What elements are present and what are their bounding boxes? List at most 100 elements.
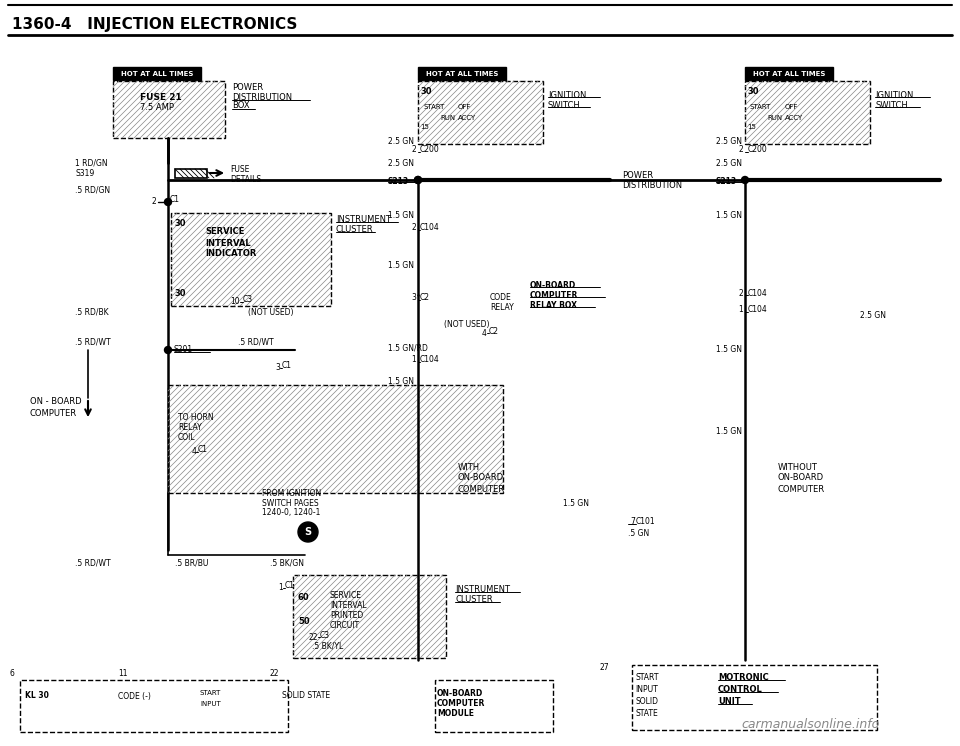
Text: POWER: POWER [232,84,263,93]
Text: ON-BOARD: ON-BOARD [530,280,576,289]
Text: 2.5 GN: 2.5 GN [388,158,414,168]
Text: carmanualsonline.info: carmanualsonline.info [742,718,880,732]
Text: 1.5 GN: 1.5 GN [716,345,742,354]
Text: INTERVAL: INTERVAL [330,601,367,609]
Text: C1: C1 [282,362,292,371]
Circle shape [415,177,421,184]
Text: CODE (-): CODE (-) [118,692,151,700]
Text: (NOT USED): (NOT USED) [248,307,294,316]
Bar [168,385,503,493]
Text: 4: 4 [191,448,196,457]
Text: C101: C101 [636,518,656,527]
Text: POWER: POWER [622,172,653,181]
Text: INPUT: INPUT [635,686,658,695]
Text: OFF: OFF [458,104,471,110]
Text: C3: C3 [320,630,330,639]
Circle shape [164,346,172,354]
Text: .5 RD/WT: .5 RD/WT [238,337,274,346]
Text: 1.5 GN/RD: 1.5 GN/RD [388,343,428,353]
Text: COMPUTER: COMPUTER [458,484,505,494]
Bar [113,81,225,138]
Bar [175,169,207,178]
Text: CODE: CODE [490,292,512,301]
Circle shape [298,522,318,542]
Text: 1360-4   INJECTION ELECTRONICS: 1360-4 INJECTION ELECTRONICS [12,17,298,33]
Text: ACCY: ACCY [785,115,804,121]
Text: 1.5 GN: 1.5 GN [716,210,742,219]
Text: OFF: OFF [785,104,799,110]
Text: SOLID STATE: SOLID STATE [282,692,330,700]
Text: 1.5 GN: 1.5 GN [563,498,589,507]
Bar [293,575,446,658]
Text: DISTRIBUTION: DISTRIBUTION [232,93,292,101]
Text: 50: 50 [298,618,310,627]
Text: .5 RD/BK: .5 RD/BK [75,307,108,316]
Bar [745,81,870,144]
Text: .5 RD/WT: .5 RD/WT [75,337,110,346]
Text: 27: 27 [600,663,610,672]
Text: CIRCUIT: CIRCUIT [330,621,360,630]
Text: 2: 2 [738,289,743,298]
Text: 30: 30 [174,219,185,228]
Text: C200: C200 [748,145,768,154]
Text: 2: 2 [411,145,416,154]
Circle shape [741,177,749,184]
Text: SOLID: SOLID [635,698,658,706]
Text: DISTRIBUTION: DISTRIBUTION [622,181,683,190]
Text: 1: 1 [411,356,416,365]
Text: UNIT: UNIT [718,698,740,706]
Text: INTERVAL: INTERVAL [205,239,251,248]
Bar [113,67,201,80]
Bar [632,665,877,730]
Bar [171,213,331,306]
Text: COIL: COIL [178,433,196,442]
Text: C200: C200 [420,145,440,154]
Text: C1: C1 [198,445,208,454]
Text: 7.5 AMP: 7.5 AMP [140,104,174,113]
Text: START: START [750,104,772,110]
Text: COMPUTER: COMPUTER [778,484,826,494]
Text: 1: 1 [738,306,743,315]
Text: RELAY: RELAY [178,424,202,433]
Text: 2: 2 [738,145,743,154]
Text: CLUSTER: CLUSTER [336,225,373,234]
Text: RUN: RUN [440,115,455,121]
Text: C1: C1 [285,581,295,591]
Text: SERVICE: SERVICE [330,591,362,600]
Text: IGNITION: IGNITION [875,90,913,99]
Text: .5 RD/GN: .5 RD/GN [75,186,110,195]
Text: START: START [423,104,444,110]
Text: STATE: STATE [635,709,658,718]
Text: TO HORN: TO HORN [178,413,214,422]
Text: INSTRUMENT: INSTRUMENT [455,586,510,595]
Text: 1.5 GN: 1.5 GN [388,377,414,386]
Text: 22: 22 [270,668,279,677]
Text: 2: 2 [411,224,416,233]
Text: RELAY BOX: RELAY BOX [530,301,577,310]
Text: 2.5 GN: 2.5 GN [716,158,742,168]
Text: SWITCH: SWITCH [548,101,581,110]
Text: 6: 6 [10,668,14,677]
Text: S213: S213 [716,178,737,186]
Text: WITHOUT: WITHOUT [778,463,818,471]
Text: 11: 11 [118,668,128,677]
Text: ON-BOARD: ON-BOARD [437,689,483,698]
Bar [418,67,506,80]
Text: CONTROL: CONTROL [718,686,763,695]
Text: S213: S213 [388,178,409,186]
Text: C3: C3 [243,295,253,304]
Text: .5 BK/YL: .5 BK/YL [312,642,344,651]
Text: FUSE: FUSE [230,166,250,175]
Bar [20,680,288,732]
Text: S319: S319 [75,169,94,178]
Text: 15: 15 [420,124,429,130]
Text: 2.5 GN: 2.5 GN [860,310,886,319]
Text: 7: 7 [630,518,635,527]
Bar [435,680,553,732]
Text: 3: 3 [276,363,280,372]
Text: SERVICE: SERVICE [205,228,245,236]
Text: SWITCH: SWITCH [875,101,908,110]
Text: .5 RD/WT: .5 RD/WT [75,559,110,568]
Text: FUSE 21: FUSE 21 [140,93,181,101]
Text: ACCY: ACCY [458,115,476,121]
